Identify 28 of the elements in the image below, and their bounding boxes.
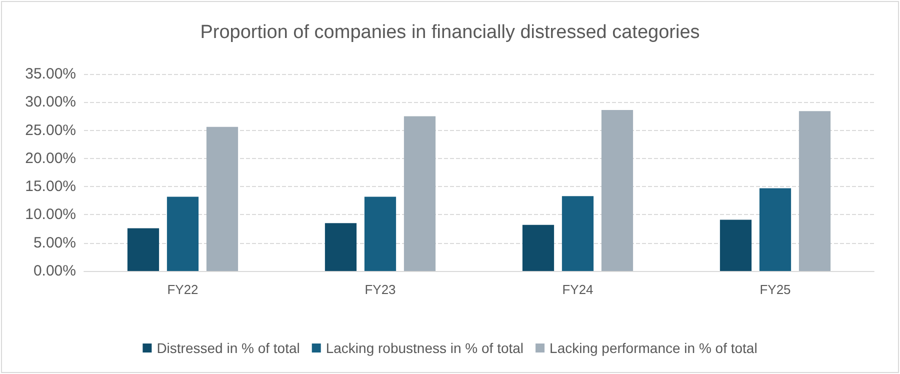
y-tick-label: 0.00% (33, 262, 76, 280)
bar (166, 196, 199, 271)
bar (720, 220, 752, 271)
x-tick-label: FY22 (167, 282, 198, 297)
x-tick-label: FY24 (562, 282, 594, 297)
bar (601, 110, 634, 271)
y-tick-label: 5.00% (33, 234, 76, 252)
bar (324, 223, 357, 271)
bar (206, 126, 238, 271)
bar (759, 188, 792, 271)
bar (562, 196, 594, 271)
y-tick-label: 15.00% (25, 178, 76, 196)
y-tick-label: 35.00% (25, 66, 76, 82)
y-tick-label: 20.00% (25, 150, 76, 167)
bar (364, 196, 396, 271)
bar (522, 224, 554, 271)
bar (127, 228, 160, 271)
legend-label: Distressed in % of total (156, 340, 300, 356)
bar (404, 116, 436, 271)
y-tick-label: 30.00% (25, 94, 76, 111)
y-tick-label: 10.00% (25, 206, 76, 224)
x-tick-label: FY23 (364, 282, 396, 297)
legend-label: Lacking performance in % of total (550, 340, 758, 356)
legend-label: Lacking robustness in % of total (326, 340, 524, 356)
chart-title: Proportion of companies in financially distressed categories (200, 22, 700, 43)
x-tick-label: FY25 (760, 282, 791, 297)
bar (798, 111, 831, 271)
y-tick-label: 25.00% (25, 122, 76, 139)
